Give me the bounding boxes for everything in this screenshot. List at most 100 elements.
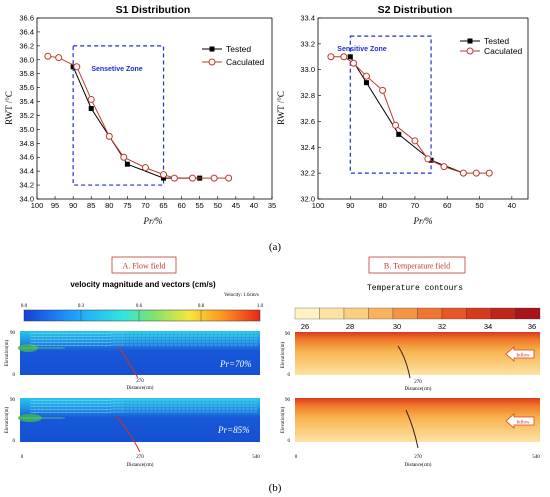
temp-subtitle: Temperature contours [367, 284, 463, 293]
y-tick-label: 32.6 [300, 117, 315, 126]
velocity-vector [97, 399, 104, 401]
temp-colorbar-block [368, 307, 394, 320]
velocity-vector [33, 408, 40, 410]
velocity-vector [65, 338, 72, 340]
tested-point [396, 131, 402, 137]
velocity-vector [77, 411, 84, 413]
velocity-vector [89, 399, 96, 401]
velocity-vector [93, 338, 100, 340]
calculated-line [47, 55, 229, 179]
velocity-vector [77, 332, 84, 334]
x-tick-label: 55 [196, 201, 204, 210]
s1-legend-tested-label: Tested [226, 44, 251, 54]
temp-panel-2-isotherm [405, 409, 419, 449]
velocity-vector [77, 402, 84, 404]
velocity-vector [93, 341, 100, 343]
velocity-vector [29, 341, 36, 343]
s1-plot-frame [36, 17, 273, 200]
temp-panel-1-xtick-mid: 270 [414, 380, 422, 385]
velocity-vector [101, 335, 108, 337]
s2-title: S2 Distribution [378, 4, 453, 16]
velocity-vector [73, 341, 80, 343]
y-tick-label: 36.6 [19, 14, 34, 23]
velocity-vector [49, 402, 56, 404]
y-tick-label: 32.2 [300, 169, 315, 178]
velocity-vector [97, 344, 104, 346]
calculated-point [340, 53, 348, 61]
calculated-point [459, 169, 467, 177]
x-tick-label: 80 [105, 201, 113, 210]
velocity-vector [105, 344, 112, 346]
velocity-vector [61, 341, 68, 343]
velocity-vector [49, 335, 56, 337]
flow-panel-2-interface-curve [115, 415, 141, 453]
temperature-field-panel: B. Temperature field Temperature contour… [281, 256, 541, 468]
velocity-vector [105, 332, 112, 334]
calculated-point [392, 121, 400, 129]
velocity-vector [81, 408, 88, 410]
temp-colorbar-ticks: 26 28 30 32 34 36 [301, 322, 536, 331]
velocity-vector [53, 335, 60, 337]
velocity-vector [77, 405, 84, 407]
part-a-label: (a) [269, 241, 282, 253]
velocity-vector [57, 411, 64, 413]
part-b-label: (b) [269, 482, 282, 494]
flow-panel-1-vectors [20, 332, 257, 349]
temp-panel-2: Inflow 90 0 Elevation(m) 0 270 540 Dista… [281, 398, 540, 468]
velocity-vector [37, 344, 44, 346]
velocity-vector [73, 338, 80, 340]
x-tick-label: 40 [508, 201, 516, 210]
velocity-vector [69, 332, 76, 334]
velocity-vector [37, 341, 44, 343]
velocity-vector [45, 344, 52, 346]
temp-panel-1-xlabel: Distance(cm) [405, 387, 432, 392]
velocity-vector [93, 411, 100, 413]
s2-y-ticks: 32.0 32.2 32.4 32.6 32.8 33.0 33.2 33.4 [300, 14, 321, 204]
velocity-vector [57, 344, 64, 346]
velocity-vector [73, 405, 80, 407]
velocity-vector [93, 402, 100, 404]
s2-legend-calc-marker [466, 47, 474, 55]
x-tick-label: 60 [443, 201, 451, 210]
velocity-vector [45, 338, 52, 340]
temp-panel-2-ylabel: Elevation(m) [281, 406, 286, 433]
y-tick-label: 35.0 [19, 125, 34, 134]
velocity-vector [33, 411, 40, 413]
velocity-vector [41, 405, 48, 407]
flow-panel-2: Pr=85% 90 0 Elevation(m) 0 270 540 Dista… [5, 398, 260, 468]
flow-panel-1-xlabel: Distance(cm) [127, 386, 154, 391]
calculated-point [55, 54, 63, 62]
flow-panel-1-field [20, 331, 260, 375]
calculated-point [327, 53, 335, 61]
flow-panel-1-ylabel: Elevation(m) [5, 339, 10, 366]
velocity-vector [69, 335, 76, 337]
temp-panel-1-field [295, 332, 540, 375]
velocity-vector [37, 405, 44, 407]
x-tick-label: 50 [475, 201, 483, 210]
x-tick-label: 100 [312, 201, 325, 210]
calculated-point [87, 95, 95, 103]
temp-colorbar-tick: 26 [301, 322, 309, 331]
temp-colorbar-block [515, 307, 541, 320]
y-tick-label: 34.0 [19, 195, 34, 204]
s1-zone-label: Sensetive Zone [91, 66, 142, 73]
velocity-vector [41, 399, 48, 401]
velocity-vector [81, 411, 88, 413]
velocity-vector [69, 402, 76, 404]
velocity-vector [29, 408, 36, 410]
velocity-vector [53, 399, 60, 401]
velocity-vector [69, 405, 76, 407]
velocity-vector [81, 341, 88, 343]
velocity-vector [57, 338, 64, 340]
y-tick-label: 34.4 [19, 167, 34, 176]
temp-panel-1-ymin: 0 [288, 373, 291, 378]
velocity-vector [57, 405, 64, 407]
temp-title: B. Temperature field [384, 262, 450, 271]
calculated-point [210, 174, 218, 182]
temp-colorbar-block [490, 307, 516, 320]
velocity-vector [65, 399, 72, 401]
temp-title-box [368, 256, 466, 274]
temp-colorbar-tick: 34 [484, 322, 492, 331]
velocity-vector [41, 335, 48, 337]
